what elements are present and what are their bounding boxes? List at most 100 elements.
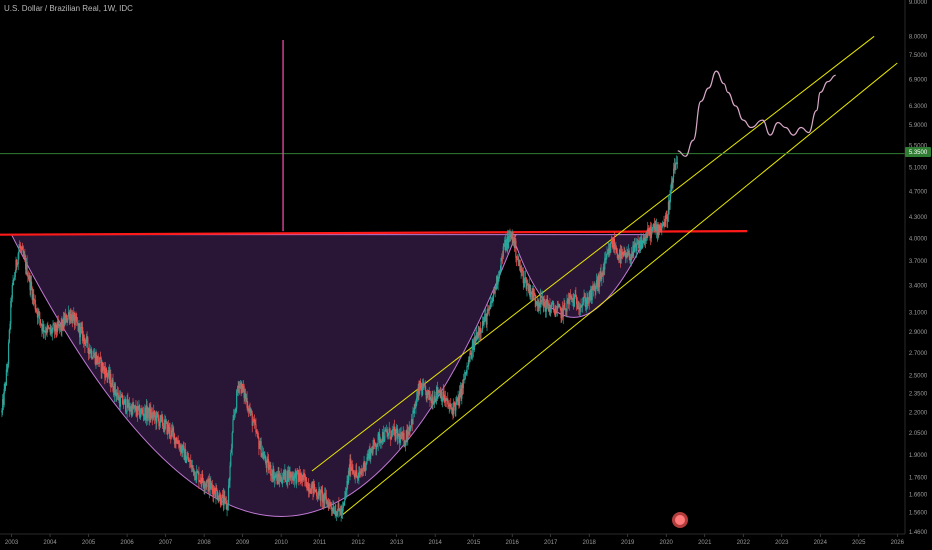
candle-body xyxy=(417,387,419,395)
candle-body xyxy=(558,304,560,308)
candle-body xyxy=(327,500,329,503)
candle-body xyxy=(531,288,533,295)
candle-body xyxy=(310,485,313,494)
candle-body xyxy=(370,448,373,452)
candle-body xyxy=(513,237,515,243)
candle-body xyxy=(610,242,612,253)
candle-body xyxy=(616,247,618,253)
candle-body xyxy=(667,201,670,215)
candle-body xyxy=(356,475,359,479)
candle-body xyxy=(265,462,267,468)
candle-body xyxy=(352,469,354,471)
candle-body xyxy=(633,243,635,253)
candle-body xyxy=(537,305,539,307)
candle-body xyxy=(464,372,467,374)
candle-body xyxy=(9,323,11,330)
candle-body xyxy=(222,495,224,506)
candle-body xyxy=(239,384,241,388)
candle-body xyxy=(513,237,516,249)
candle-body xyxy=(293,473,296,481)
candle-body xyxy=(367,453,370,459)
candle-body xyxy=(189,460,191,462)
candle-body xyxy=(262,452,264,454)
price-tick-label: 2.9000 xyxy=(909,330,928,336)
candle-body xyxy=(648,231,650,235)
candle-body xyxy=(400,434,402,440)
candle-body xyxy=(304,477,307,481)
candle-body xyxy=(154,415,156,417)
candle-body xyxy=(604,258,606,270)
candle-body xyxy=(254,422,256,425)
candle-body xyxy=(562,305,564,318)
chart-logo-icon[interactable] xyxy=(672,512,688,528)
candle-body xyxy=(142,413,144,417)
candle-body xyxy=(558,304,561,308)
candle-body xyxy=(397,434,399,439)
candle-body xyxy=(314,489,316,492)
candle-body xyxy=(451,408,453,410)
candle-body xyxy=(132,403,134,409)
candle-body xyxy=(92,356,94,359)
candle-body xyxy=(244,393,246,398)
candle-body xyxy=(381,431,384,443)
candle-body xyxy=(398,434,400,435)
candle-body xyxy=(129,410,131,411)
candle-body xyxy=(589,292,591,300)
candle-body xyxy=(428,391,430,395)
candle-body xyxy=(641,240,644,248)
candle-body xyxy=(391,430,393,432)
candle-body xyxy=(598,275,601,288)
candle-body xyxy=(367,456,369,459)
price-tick-label: 5.9000 xyxy=(909,123,928,129)
candle-body xyxy=(88,349,90,355)
candle-body xyxy=(452,408,454,415)
candle-body xyxy=(339,508,341,512)
time-axis[interactable]: 2003 2004 2005 2006 2007 2008 2009 2010 2011 2012… xyxy=(5,534,905,546)
price-axis[interactable]: 9.0000 8.0000 7.5000 6.9000 6.3000 5.9000 5.50… xyxy=(909,0,928,536)
candle-body xyxy=(182,445,184,447)
candle-body xyxy=(176,440,179,444)
candle-body xyxy=(223,496,225,506)
candle-body xyxy=(671,182,673,188)
candle-body xyxy=(131,403,133,416)
candle-body xyxy=(119,397,121,407)
candle-body xyxy=(33,299,36,301)
candle-body xyxy=(436,387,438,395)
candle-body xyxy=(443,390,445,402)
candle-body xyxy=(16,259,18,266)
candle-body xyxy=(572,298,574,299)
candle-body xyxy=(456,398,458,402)
candle-body xyxy=(388,428,390,433)
candle-body xyxy=(581,305,583,308)
candle-body xyxy=(65,314,67,319)
candle-body xyxy=(511,232,513,239)
candle-body xyxy=(328,502,330,509)
candle-body xyxy=(312,481,314,494)
candle-body xyxy=(130,406,133,416)
candle-body xyxy=(82,327,84,341)
candle-body xyxy=(539,295,541,308)
candle-body xyxy=(288,469,290,479)
candle-body xyxy=(370,448,372,460)
candle-body xyxy=(387,433,389,436)
candle-body xyxy=(306,487,308,491)
candle-body xyxy=(420,387,422,389)
candle-body xyxy=(436,387,438,400)
candle-body xyxy=(277,473,279,484)
time-tick-label: 2020 xyxy=(660,540,674,546)
candle-body xyxy=(50,328,52,333)
candle-body xyxy=(291,473,293,480)
candle-body xyxy=(164,419,167,423)
candle-body xyxy=(135,406,137,413)
candle-body xyxy=(459,388,461,392)
candle-body xyxy=(627,250,630,256)
time-tick-label: 2005 xyxy=(82,540,96,546)
candle-body xyxy=(520,270,522,272)
candle-body xyxy=(298,475,300,481)
time-tick-label: 2017 xyxy=(544,540,558,546)
candle-body xyxy=(476,333,478,337)
candle-body xyxy=(99,357,102,359)
candle-body xyxy=(642,237,644,241)
candle-body xyxy=(660,228,662,231)
